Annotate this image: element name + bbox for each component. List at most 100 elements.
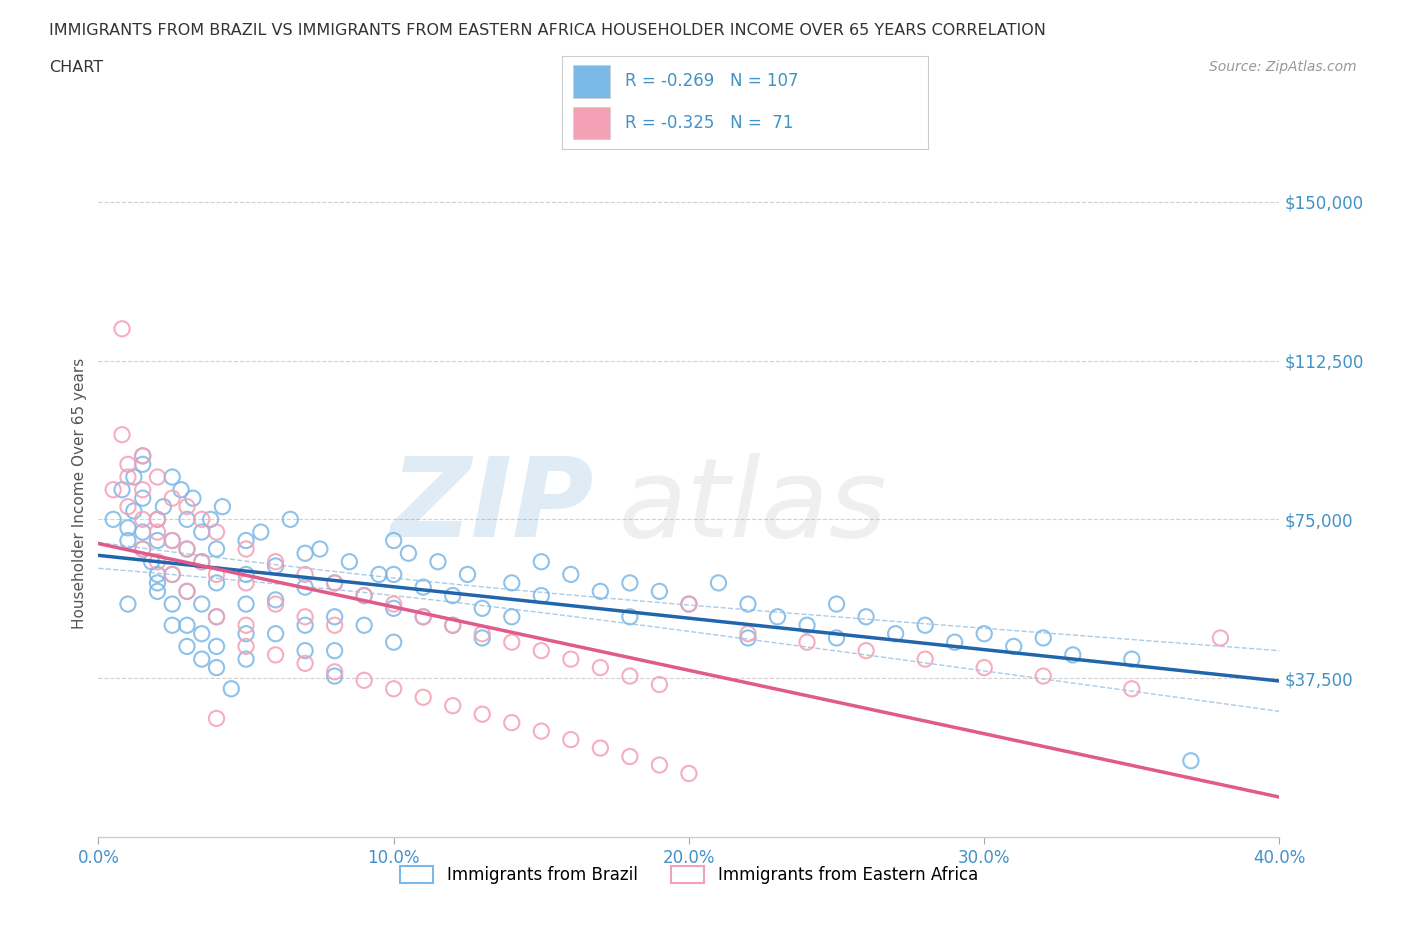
Y-axis label: Householder Income Over 65 years: Householder Income Over 65 years xyxy=(72,357,87,629)
Point xyxy=(589,740,612,755)
Point xyxy=(412,690,434,705)
Point xyxy=(973,626,995,641)
FancyBboxPatch shape xyxy=(574,65,610,98)
Point xyxy=(205,567,228,582)
Point xyxy=(427,554,450,569)
Point xyxy=(530,644,553,658)
Point xyxy=(323,644,346,658)
Point xyxy=(678,597,700,612)
Point xyxy=(441,698,464,713)
Point xyxy=(205,576,228,591)
Point xyxy=(1180,753,1202,768)
Point xyxy=(648,584,671,599)
Point xyxy=(117,470,139,485)
Point xyxy=(235,639,257,654)
Point xyxy=(280,512,302,526)
Point xyxy=(382,635,405,650)
Point xyxy=(1121,652,1143,667)
Point xyxy=(471,631,494,645)
Point xyxy=(323,576,346,591)
Point xyxy=(530,588,553,603)
Point xyxy=(205,639,228,654)
Point xyxy=(589,584,612,599)
Point xyxy=(205,541,228,556)
Point xyxy=(235,652,257,667)
Point xyxy=(221,682,243,697)
Text: R = -0.325   N =  71: R = -0.325 N = 71 xyxy=(624,113,793,132)
Point xyxy=(294,644,316,658)
Point xyxy=(294,579,316,594)
Point xyxy=(1032,631,1054,645)
Point xyxy=(176,512,198,526)
Point xyxy=(264,626,287,641)
Point xyxy=(353,673,375,688)
Point xyxy=(132,457,155,472)
Point xyxy=(117,457,139,472)
Point xyxy=(398,546,420,561)
Point xyxy=(205,660,228,675)
Point xyxy=(176,541,198,556)
Point xyxy=(162,597,183,612)
Point xyxy=(162,567,183,582)
Point xyxy=(211,499,233,514)
Text: ZIP: ZIP xyxy=(391,453,595,560)
Point xyxy=(132,483,155,498)
Point xyxy=(471,601,494,616)
Point xyxy=(235,618,257,632)
Point xyxy=(162,567,183,582)
Point xyxy=(368,567,391,582)
Point xyxy=(737,631,759,645)
Point xyxy=(855,609,877,624)
Point xyxy=(309,541,332,556)
Point xyxy=(825,597,848,612)
Point xyxy=(294,656,316,671)
Point xyxy=(619,669,641,684)
Point xyxy=(122,470,145,485)
Point xyxy=(619,576,641,591)
Point xyxy=(176,618,198,632)
Point xyxy=(973,660,995,675)
Point xyxy=(205,711,228,725)
Point xyxy=(914,652,936,667)
Point xyxy=(176,639,198,654)
Point xyxy=(191,525,214,539)
Point xyxy=(146,584,169,599)
Text: IMMIGRANTS FROM BRAZIL VS IMMIGRANTS FROM EASTERN AFRICA HOUSEHOLDER INCOME OVER: IMMIGRANTS FROM BRAZIL VS IMMIGRANTS FRO… xyxy=(49,23,1046,38)
Point xyxy=(825,631,848,645)
Point xyxy=(457,567,479,582)
Point xyxy=(501,576,523,591)
Point xyxy=(560,652,582,667)
Point xyxy=(132,541,155,556)
Point xyxy=(1062,647,1084,662)
Point xyxy=(501,635,523,650)
Point xyxy=(235,533,257,548)
Point xyxy=(132,512,155,526)
FancyBboxPatch shape xyxy=(574,107,610,140)
Point xyxy=(707,576,730,591)
Text: atlas: atlas xyxy=(619,453,887,560)
Point xyxy=(191,512,214,526)
Point xyxy=(146,512,169,526)
Point xyxy=(162,618,183,632)
Point xyxy=(855,644,877,658)
Point xyxy=(1209,631,1232,645)
Point xyxy=(323,618,346,632)
Point xyxy=(382,567,405,582)
Point xyxy=(648,758,671,773)
Point xyxy=(294,567,316,582)
Point xyxy=(884,626,907,641)
Point xyxy=(205,609,228,624)
Point xyxy=(914,618,936,632)
Point xyxy=(162,491,183,506)
Point xyxy=(235,597,257,612)
Point xyxy=(264,592,287,607)
Point xyxy=(176,541,198,556)
Point xyxy=(648,677,671,692)
Point xyxy=(382,682,405,697)
Point xyxy=(530,554,553,569)
Point xyxy=(323,664,346,679)
Point xyxy=(103,512,125,526)
Point xyxy=(619,609,641,624)
Point xyxy=(678,597,700,612)
Point xyxy=(412,579,434,594)
